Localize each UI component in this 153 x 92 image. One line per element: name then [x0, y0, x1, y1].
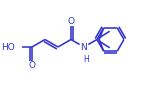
Text: O: O [28, 61, 35, 70]
Text: N: N [81, 43, 87, 52]
Text: H: H [83, 55, 89, 64]
Text: HO: HO [1, 43, 15, 52]
Text: O: O [67, 16, 75, 25]
